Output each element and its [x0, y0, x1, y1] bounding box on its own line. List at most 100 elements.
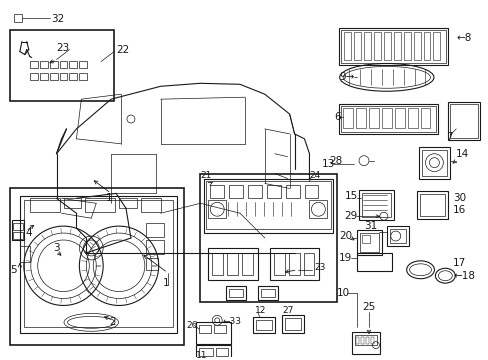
Bar: [247, 185, 261, 198]
Bar: [354, 335, 376, 345]
Text: 2: 2: [109, 317, 116, 327]
Bar: [200, 174, 337, 302]
Bar: [413, 32, 420, 59]
Bar: [40, 73, 47, 80]
Bar: [361, 193, 390, 217]
Bar: [208, 248, 257, 280]
Bar: [341, 106, 435, 132]
Text: 23: 23: [57, 42, 70, 53]
Text: 23: 23: [314, 263, 325, 272]
Bar: [69, 62, 77, 68]
Bar: [24, 200, 172, 327]
Bar: [49, 73, 58, 80]
Bar: [418, 147, 449, 179]
Bar: [206, 181, 330, 229]
Bar: [196, 345, 231, 360]
Bar: [419, 194, 445, 216]
Bar: [288, 253, 299, 275]
Bar: [420, 108, 429, 128]
Bar: [212, 253, 223, 275]
Bar: [229, 289, 243, 297]
Text: 1: 1: [163, 278, 169, 288]
Text: 11: 11: [196, 351, 207, 360]
Bar: [432, 32, 440, 59]
Bar: [363, 32, 370, 59]
Text: 19: 19: [339, 253, 352, 263]
Bar: [269, 248, 319, 280]
Bar: [260, 289, 274, 297]
Bar: [355, 108, 365, 128]
Text: 7: 7: [446, 132, 452, 142]
Bar: [423, 32, 429, 59]
Bar: [361, 235, 369, 243]
Bar: [49, 62, 58, 68]
Bar: [85, 198, 115, 212]
Bar: [368, 108, 378, 128]
Text: 24: 24: [309, 171, 320, 180]
Bar: [273, 253, 284, 275]
Bar: [20, 196, 176, 333]
Text: 12: 12: [254, 306, 266, 315]
Bar: [344, 32, 350, 59]
Text: 10: 10: [337, 288, 349, 298]
Text: 15: 15: [345, 192, 358, 201]
Bar: [358, 190, 393, 220]
Bar: [284, 318, 300, 330]
Text: 26: 26: [186, 321, 198, 330]
Bar: [407, 108, 417, 128]
Bar: [145, 240, 163, 254]
Bar: [30, 62, 38, 68]
Bar: [141, 198, 161, 212]
Bar: [421, 150, 447, 176]
Text: ←8: ←8: [455, 33, 470, 43]
Bar: [14, 14, 22, 22]
Text: ←33: ←33: [222, 317, 241, 326]
Bar: [266, 185, 280, 198]
Text: 20: 20: [339, 231, 352, 241]
Bar: [40, 62, 47, 68]
Bar: [255, 320, 271, 330]
Bar: [60, 62, 67, 68]
Bar: [10, 188, 183, 345]
Bar: [196, 322, 231, 344]
Bar: [227, 253, 238, 275]
Text: 1: 1: [106, 193, 113, 203]
Bar: [13, 232, 23, 239]
Bar: [386, 226, 408, 246]
Bar: [393, 32, 400, 59]
Bar: [30, 198, 60, 212]
Bar: [447, 102, 479, 140]
Text: 6: 6: [334, 112, 340, 122]
Bar: [30, 73, 38, 80]
Bar: [119, 198, 137, 208]
Bar: [339, 28, 447, 66]
Text: 16: 16: [452, 205, 466, 215]
Bar: [416, 192, 447, 219]
Text: 25: 25: [361, 302, 374, 312]
Bar: [208, 200, 225, 218]
Text: 22: 22: [116, 45, 129, 55]
Text: 27: 27: [282, 306, 293, 315]
Bar: [216, 348, 228, 356]
Bar: [355, 337, 358, 344]
Bar: [199, 348, 213, 356]
Bar: [353, 32, 360, 59]
Bar: [60, 73, 67, 80]
Bar: [79, 73, 87, 80]
Text: 4: 4: [26, 228, 32, 238]
Bar: [359, 233, 378, 252]
Bar: [339, 104, 438, 134]
Bar: [394, 108, 404, 128]
Text: 28: 28: [328, 156, 342, 166]
Bar: [383, 32, 390, 59]
Text: 14: 14: [455, 149, 468, 159]
Bar: [225, 285, 245, 300]
Bar: [343, 108, 352, 128]
Text: 21: 21: [200, 171, 211, 180]
Bar: [257, 285, 277, 300]
Bar: [204, 179, 333, 233]
Bar: [449, 104, 477, 138]
Bar: [10, 30, 114, 101]
Bar: [12, 220, 24, 240]
Bar: [403, 32, 410, 59]
